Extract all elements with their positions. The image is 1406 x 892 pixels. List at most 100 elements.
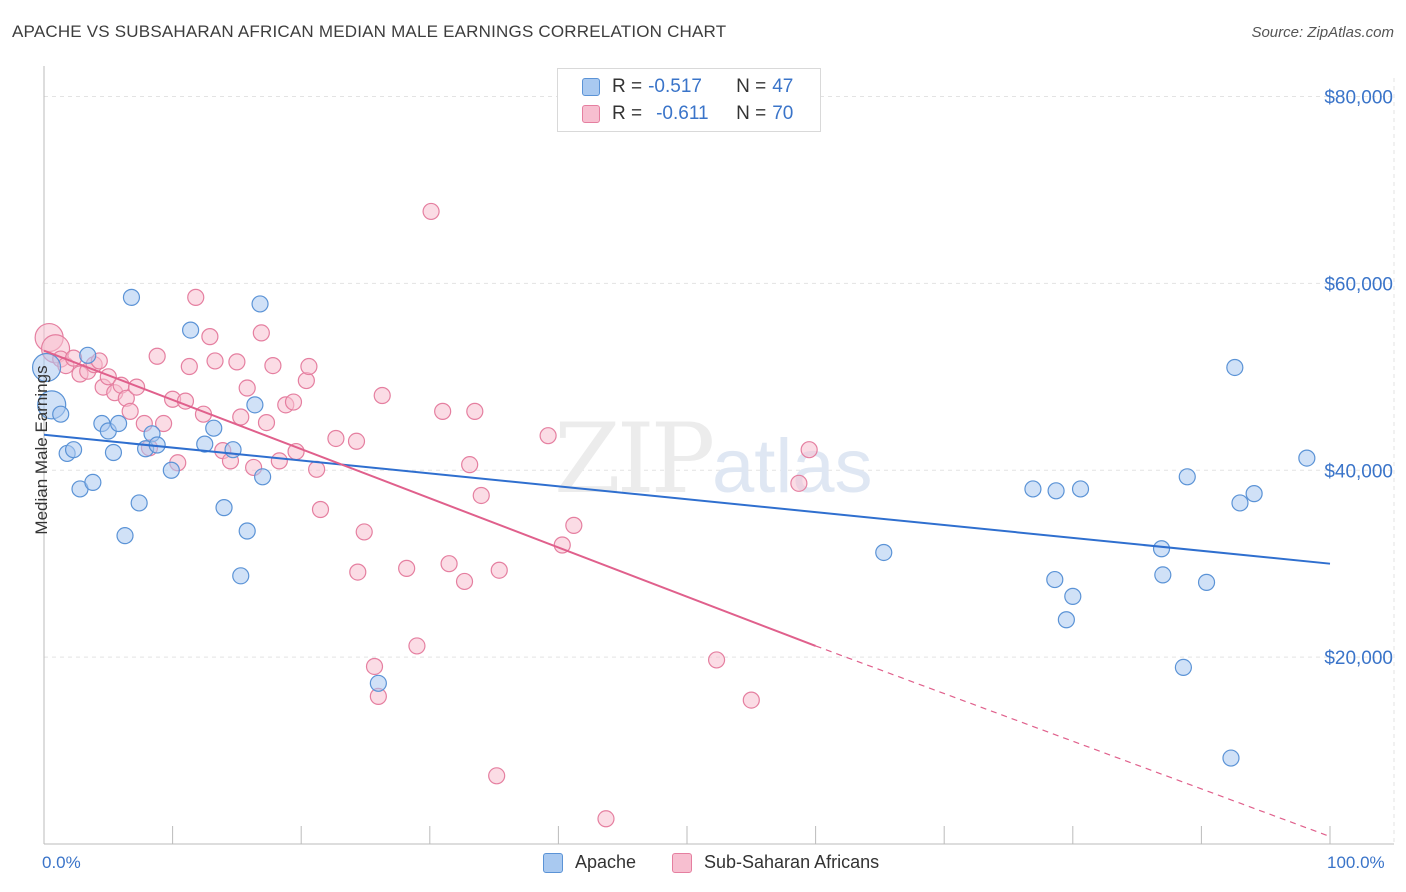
y-tick-label: $80,000 [1324, 88, 1393, 109]
subsaharan-points [34, 202, 818, 828]
subsaharan-point [327, 429, 345, 448]
apache-point [1178, 468, 1196, 486]
apache-swatch [543, 852, 563, 873]
apache-point [104, 443, 123, 462]
subsaharan-point [422, 202, 440, 221]
apache-point [251, 295, 269, 313]
subsaharan-point [565, 516, 583, 534]
subsaharan-point [398, 559, 416, 577]
subsaharan-point [408, 637, 426, 655]
subsaharan-point [206, 352, 224, 370]
subsaharan-point [434, 402, 452, 420]
y-tick-label: $20,000 [1324, 648, 1393, 669]
apache-point [254, 468, 272, 486]
subsaharan-point [466, 402, 484, 420]
apache-point [875, 543, 893, 562]
subsaharan-point [180, 357, 198, 376]
apache-point [52, 405, 70, 423]
subsaharan-swatch [672, 852, 692, 873]
apache-point [31, 352, 62, 383]
subsaharan-swatch [582, 105, 600, 123]
n-label: N = [736, 103, 767, 124]
subsaharan-point [311, 500, 330, 519]
subsaharan-point [148, 347, 166, 365]
subsaharan-point [297, 371, 315, 390]
r-label: R = [612, 103, 643, 124]
subsaharan-point [461, 456, 479, 474]
chart-title: APACHE VS SUBSAHARAN AFRICAN MEDIAN MALE… [12, 22, 727, 41]
apache-point [1298, 449, 1316, 467]
subsaharan-point [238, 379, 256, 397]
apache-point [196, 435, 214, 453]
y-tick-labels: $20,000 $40,000 $60,000 $80,000 [1324, 88, 1393, 670]
apache-point [116, 527, 134, 545]
apache-point [205, 419, 223, 437]
subsaharan-point [121, 402, 139, 420]
subsaharan-point [455, 572, 474, 591]
subsaharan-point [201, 328, 219, 346]
subsaharan-point [373, 386, 391, 405]
apache-point [1154, 566, 1172, 584]
subsaharan-point [539, 427, 557, 445]
apache-swatch [582, 78, 600, 96]
apache-point [1057, 611, 1075, 629]
stats-row-apache: R = -0.517 N = 47 [582, 74, 793, 100]
r-label: R = [612, 76, 643, 97]
legend-label-apache: Apache [575, 852, 637, 872]
apache-point [1222, 749, 1240, 767]
apache-point [215, 499, 233, 517]
apache-point [1197, 573, 1216, 591]
r-value: -0.611 [656, 103, 709, 124]
stats-box: R = -0.517 N = 47 R = -0.611 N = 70 [557, 68, 821, 132]
subsaharan-point [790, 474, 808, 492]
apache-point [1152, 540, 1171, 558]
subsaharan-point [264, 357, 282, 375]
subsaharan-point [187, 288, 205, 306]
x-tick-max: 100.0% [1327, 853, 1385, 872]
apache-point [1174, 658, 1192, 677]
subsaharan-point [257, 413, 276, 432]
subsaharan-point [270, 452, 288, 470]
watermark-zip: ZIP [554, 403, 713, 515]
subsaharan-point [300, 357, 318, 376]
apache-point [79, 346, 97, 364]
subsaharan-point [490, 561, 508, 579]
legend: Apache Sub-Saharan Africans [0, 852, 1406, 876]
subsaharan-point [440, 555, 458, 573]
apache-points [31, 288, 1316, 767]
apache-point [84, 473, 102, 491]
subsaharan-point [707, 651, 726, 669]
subsaharan-point [800, 441, 818, 459]
apache-point [224, 441, 242, 459]
subsaharan-point [597, 810, 615, 828]
watermark-atlas: atlas [712, 424, 873, 509]
apache-point [1024, 480, 1042, 498]
subsaharan-point [742, 691, 760, 709]
legend-label-subsaharan: Sub-Saharan Africans [704, 852, 880, 872]
apache-point [130, 494, 148, 512]
apache-point [182, 321, 200, 339]
x-tick-min: 0.0% [42, 853, 81, 872]
apache-point [1064, 587, 1082, 605]
subsaharan-point [252, 324, 270, 342]
subsaharan-point [228, 353, 246, 371]
legend-item-subsaharan: Sub-Saharan Africans [672, 852, 879, 873]
subsaharan-trend-line [43, 349, 816, 647]
apache-point [122, 288, 141, 306]
apache-point [238, 522, 256, 540]
apache-point [162, 461, 180, 479]
apache-point [232, 567, 250, 585]
y-axis-label: Median Male Earnings [32, 365, 51, 535]
y-tick-label: $40,000 [1324, 461, 1393, 482]
subsaharan-point [347, 432, 366, 450]
apache-point [369, 674, 387, 692]
apache-point [1046, 570, 1064, 589]
subsaharan-point [488, 767, 506, 785]
apache-point [1071, 480, 1090, 498]
subsaharan-point [472, 486, 490, 505]
subsaharan-point [284, 393, 303, 411]
apache-trend-line [43, 433, 1331, 565]
subsaharan-point [154, 414, 173, 433]
subsaharan-trend-extension [815, 645, 1331, 838]
